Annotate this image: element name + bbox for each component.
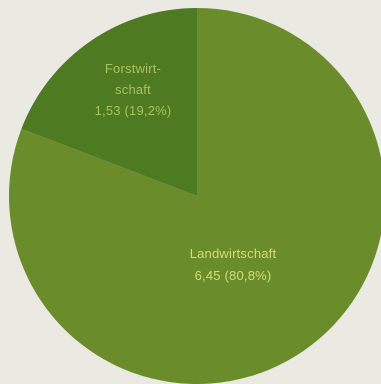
slice-label-forstwirtschaft: Forstwirt-schaft 1,53 (19,2%) — [95, 61, 172, 118]
pie-slice-forstwirtschaft — [21, 8, 198, 196]
pie-labels: Landwirtschaft 6,45 (80,8%) Forstwirt-sch… — [95, 61, 277, 283]
pie-slices — [9, 8, 381, 384]
slice-label-line: Landwirtschaft — [190, 246, 277, 261]
slice-label-line: schaft — [115, 82, 151, 97]
slice-label-line: Forstwirt- — [105, 61, 161, 76]
pie-slice-landwirtschaft — [9, 8, 381, 384]
slice-label-line: 6,45 (80,8%) — [195, 268, 272, 283]
slice-label-line: 1,53 (19,2%) — [95, 103, 172, 118]
slice-label-landwirtschaft: Landwirtschaft 6,45 (80,8%) — [190, 246, 277, 283]
